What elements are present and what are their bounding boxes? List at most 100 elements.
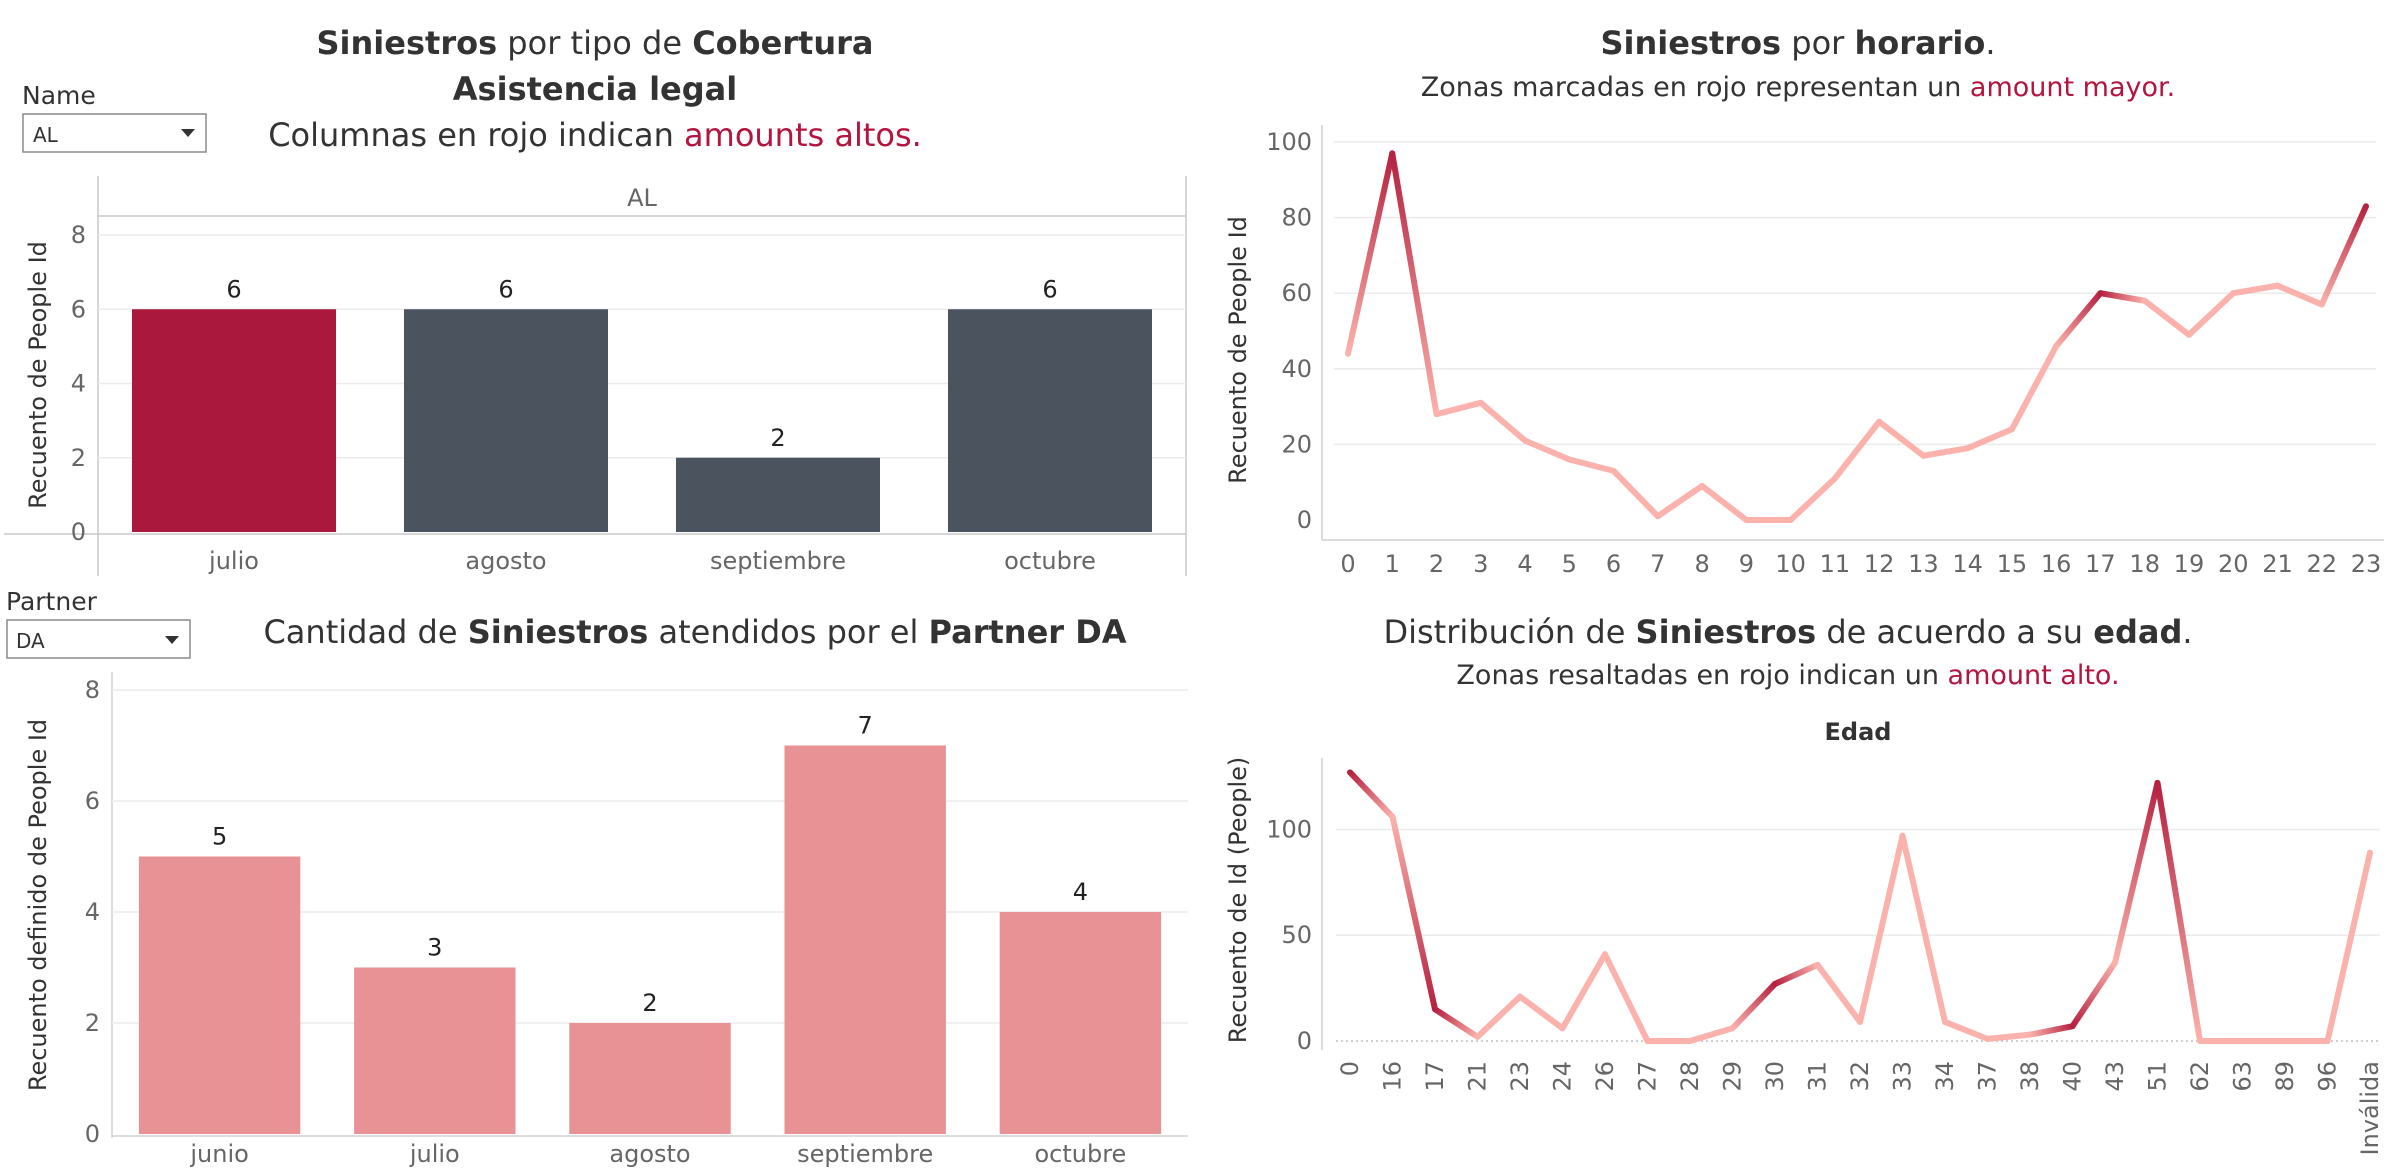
age-line-segment <box>1687 1025 1736 1044</box>
hourly-x-tick: 18 <box>2129 550 2160 578</box>
partner-bar <box>138 856 301 1134</box>
hourly-line-segment <box>1964 426 2015 452</box>
hourly-line-segment <box>1345 150 1396 357</box>
coverage-subtitle: Asistencia legal <box>453 70 737 108</box>
age-y-tick: 0 <box>1297 1027 1312 1055</box>
partner-chart: Cantidad de Siniestros atendidos por el … <box>24 613 1188 1168</box>
age-x-tick: 62 <box>2186 1061 2214 1092</box>
coverage-x-tick: agosto <box>465 547 546 575</box>
coverage-x-ticks: julio agosto septiembre octubre <box>208 547 1096 575</box>
coverage-chart: Siniestros por tipo de Cobertura Asisten… <box>4 24 1187 576</box>
age-x-tick: 0 <box>1336 1061 1364 1076</box>
hourly-y-tick: 60 <box>1281 279 1312 307</box>
coverage-bar <box>948 309 1152 532</box>
hourly-x-tick: 10 <box>1775 550 1806 578</box>
age-line-segment <box>2069 959 2118 1030</box>
age-x-tick: 89 <box>2271 1061 2299 1092</box>
age-line-segment <box>1432 1006 1481 1040</box>
hourly-x-tick: 14 <box>1952 550 1983 578</box>
name-dropdown-value: AL <box>33 123 59 147</box>
age-line-segment <box>1942 1018 1991 1042</box>
hourly-chart: Siniestros por horario. Zonas marcadas e… <box>1224 24 2384 578</box>
age-x-tick: 37 <box>1974 1061 2002 1092</box>
age-x-ticks: 0 16 17 21 23 24 26 27 28 29 30 31 32 33 34 37 38 40 43 51 6… <box>1336 1061 2384 1155</box>
hourly-x-tick: 2 <box>1429 550 1444 578</box>
partner-dropdown[interactable]: DA <box>6 619 191 659</box>
age-y-tick: 50 <box>1281 921 1312 949</box>
age-line-segment <box>1772 961 1821 987</box>
partner-filter-label: Partner <box>6 587 98 616</box>
age-x-tick: 27 <box>1634 1061 1662 1092</box>
coverage-bar-value-label: 2 <box>770 424 785 452</box>
hourly-line-segment <box>1831 418 1883 482</box>
coverage-note: Columnas en rojo indican amounts altos. <box>268 116 922 154</box>
hourly-x-tick: 4 <box>1517 550 1532 578</box>
hourly-x-tick: 1 <box>1385 550 1400 578</box>
partner-y-tick: 4 <box>85 898 100 926</box>
age-line-segment <box>1517 993 1566 1032</box>
partner-bar-value-label: 3 <box>427 934 442 962</box>
hourly-x-tick: 3 <box>1473 550 1488 578</box>
partner-x-tick: septiembre <box>797 1140 933 1168</box>
partner-y-tick: 0 <box>85 1120 100 1148</box>
hourly-y-tick: 80 <box>1281 204 1312 232</box>
hourly-x-tick: 17 <box>2085 550 2116 578</box>
age-x-tick: 43 <box>2101 1061 2129 1092</box>
hourly-line-segment <box>1566 456 1617 474</box>
partner-bar <box>999 912 1162 1134</box>
age-x-tick: 29 <box>1719 1061 1747 1092</box>
partner-x-tick: octubre <box>1034 1140 1126 1168</box>
hourly-x-tick: 22 <box>2306 550 2337 578</box>
hourly-y-tick: 0 <box>1297 506 1312 534</box>
hourly-x-tick: 0 <box>1340 550 1355 578</box>
partner-y-tick: 2 <box>85 1009 100 1037</box>
age-x-tick: Inválida <box>2356 1061 2384 1155</box>
hourly-line-segment <box>2053 290 2104 350</box>
coverage-y-tick: 2 <box>71 444 86 472</box>
partner-bar <box>784 745 946 1134</box>
partner-bar-value-label: 7 <box>858 712 873 740</box>
age-x-tick: 28 <box>1676 1061 1704 1092</box>
age-line-segment <box>1389 813 1438 1013</box>
hourly-y-axis-label: Recuento de People Id <box>1224 216 1252 484</box>
age-title: Distribución de Siniestros de acuerdo a … <box>1383 613 2192 651</box>
age-x-tick: 16 <box>1379 1061 1407 1092</box>
partner-y-tick: 8 <box>85 676 100 704</box>
age-x-tick: 31 <box>1804 1061 1832 1092</box>
hourly-line-segment <box>2008 343 2060 433</box>
hourly-x-tick: 21 <box>2262 550 2293 578</box>
partner-bar-value-label: 4 <box>1073 878 1088 906</box>
partner-x-tick: julio <box>409 1140 460 1168</box>
hourly-y-tick: 100 <box>1266 128 1312 156</box>
age-x-tick: 34 <box>1931 1061 1959 1092</box>
coverage-bar-value-label: 6 <box>226 275 241 303</box>
hourly-x-ticks: 0 1 2 3 4 5 6 7 8 9 10 11 12 13 14 15 16 17 18 19 20 21 22 23 <box>1340 550 2381 578</box>
age-x-tick: 96 <box>2314 1061 2342 1092</box>
coverage-bar-value-label: 6 <box>1042 275 1057 303</box>
coverage-bar-value-label: 6 <box>498 275 513 303</box>
hourly-y-tick: 20 <box>1281 430 1312 458</box>
chevron-down-icon <box>181 129 195 137</box>
name-filter-label: Name <box>22 81 96 110</box>
coverage-y-tick: 6 <box>71 295 86 323</box>
age-line-segment <box>1474 993 1523 1040</box>
hourly-x-tick: 8 <box>1694 550 1709 578</box>
age-line-segment <box>1729 980 1778 1032</box>
age-line <box>1347 769 2373 1044</box>
hourly-x-tick: 16 <box>2041 550 2072 578</box>
partner-title: Cantidad de Siniestros atendidos por el … <box>263 613 1126 651</box>
hourly-x-tick: 20 <box>2218 550 2249 578</box>
partner-x-tick: agosto <box>609 1140 690 1168</box>
age-line-segment <box>1347 769 1396 820</box>
name-dropdown[interactable]: AL <box>22 113 207 153</box>
hourly-line-segment <box>2274 282 2325 308</box>
partner-x-ticks: junio julio agosto septiembre octubre <box>189 1140 1126 1168</box>
coverage-title: Siniestros por tipo de Cobertura <box>317 24 874 62</box>
age-line-segment <box>1984 1031 2033 1042</box>
age-line-segment <box>1559 951 1608 1032</box>
age-x-tick: 63 <box>2229 1061 2257 1092</box>
age-line-segment <box>1602 951 1651 1044</box>
partner-dropdown-value: DA <box>16 629 45 653</box>
age-x-tick: 33 <box>1889 1061 1917 1092</box>
